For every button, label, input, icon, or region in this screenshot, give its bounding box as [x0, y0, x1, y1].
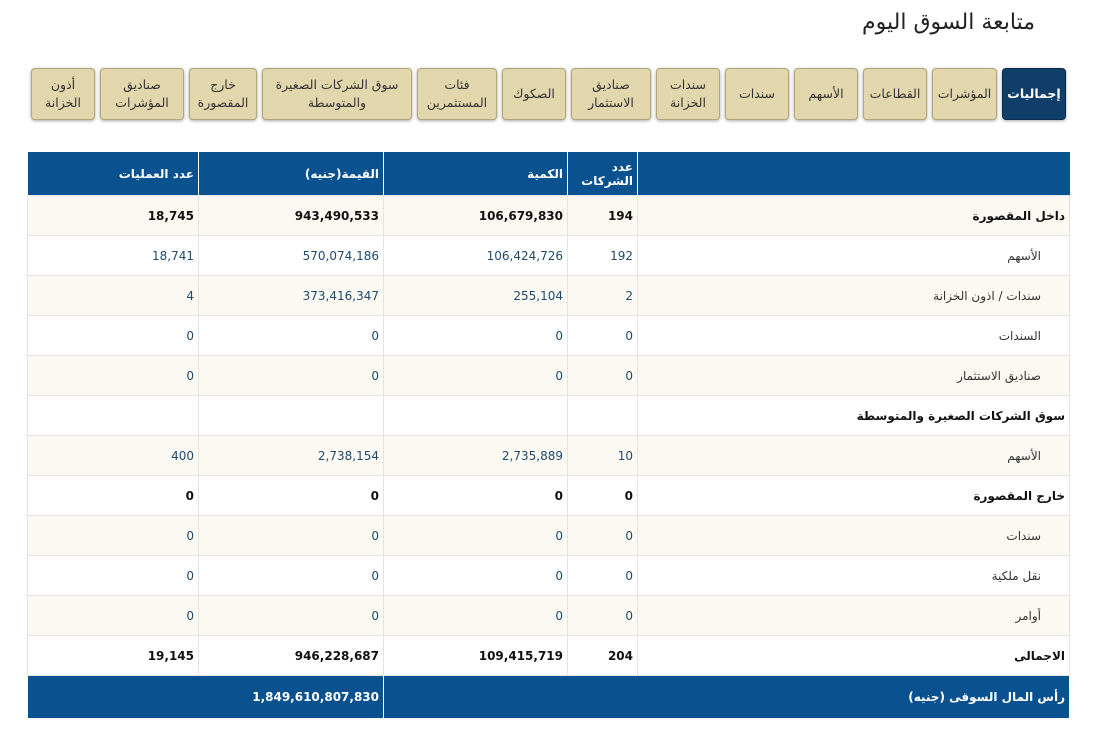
cell: 0	[198, 515, 384, 556]
cell: 0	[383, 595, 568, 636]
cell: 18,741	[27, 235, 199, 276]
cell: 0	[383, 515, 568, 556]
table-row: الاجمالى 204 109,415,719 946,228,687 19,145	[27, 635, 1070, 676]
table-body: داخل المقصورة 194 106,679,830 943,490,533 18…	[27, 195, 1070, 719]
cell: 18,745	[27, 195, 199, 236]
cell: 106,679,830	[383, 195, 568, 236]
cell: 943,490,533	[198, 195, 384, 236]
cell: 109,415,719	[383, 635, 568, 676]
cell: 2	[567, 275, 638, 316]
cell: 0	[198, 355, 384, 396]
footer-value: 1,849,610,807,830	[27, 675, 384, 719]
page-title: متابعة السوق اليوم	[862, 10, 1035, 35]
cell: 192	[567, 235, 638, 276]
cell: 2,738,154	[198, 435, 384, 476]
tab[interactable]: القطاعات	[863, 68, 927, 120]
tab[interactable]: الصكوك	[502, 68, 566, 120]
cell: 0	[198, 315, 384, 356]
cell: 0	[383, 555, 568, 596]
column-header: الكمية	[383, 152, 568, 196]
cell: 570,074,186	[198, 235, 384, 276]
row-label: صناديق الاستثمار	[637, 355, 1070, 396]
tab-bar: إجماليات المؤشرات القطاعات الأسهم سندات سندات…	[31, 68, 1066, 120]
cell: 255,104	[383, 275, 568, 316]
cell	[383, 395, 568, 436]
table-row: سندات 0 0 0 0	[27, 515, 1070, 556]
cell: 0	[383, 475, 568, 516]
table-row: السندات 0 0 0 0	[27, 315, 1070, 356]
cell: 0	[567, 555, 638, 596]
tab[interactable]: الأسهم	[794, 68, 858, 120]
cell: 0	[27, 315, 199, 356]
cell: 0	[27, 355, 199, 396]
cell: 0	[27, 475, 199, 516]
tab[interactable]: أذون الخزانة	[31, 68, 95, 120]
cell: 0	[567, 475, 638, 516]
cell	[27, 395, 199, 436]
column-header: عدد الشركات	[567, 152, 638, 196]
cell: 0	[567, 595, 638, 636]
header-cell	[637, 152, 1070, 196]
row-label: داخل المقصورة	[637, 195, 1070, 236]
table-row: الأسهم 10 2,735,889 2,738,154 400	[27, 435, 1070, 476]
row-label: سوق الشركات الصغيرة والمتوسطة	[637, 395, 1070, 436]
row-label: سندات	[637, 515, 1070, 556]
cell: 0	[383, 355, 568, 396]
table-row: خارج المقصورة 0 0 0 0	[27, 475, 1070, 516]
cell: 2,735,889	[383, 435, 568, 476]
table-row: أوامر 0 0 0 0	[27, 595, 1070, 636]
row-label: خارج المقصورة	[637, 475, 1070, 516]
cell: 194	[567, 195, 638, 236]
cell: 0	[198, 595, 384, 636]
cell: 0	[27, 595, 199, 636]
table-row: سندات / اذون الخزانة 2 255,104 373,416,347 4	[27, 275, 1070, 316]
footer-label: رأس المال السوقى (جنيه)	[383, 675, 1070, 719]
cell	[198, 395, 384, 436]
cell: 0	[198, 475, 384, 516]
table-row: داخل المقصورة 194 106,679,830 943,490,533 18…	[27, 195, 1070, 236]
cell: 4	[27, 275, 199, 316]
cell: 0	[198, 555, 384, 596]
cell: 19,145	[27, 635, 199, 676]
table-row: الأسهم 192 106,424,726 570,074,186 18,741	[27, 235, 1070, 276]
cell: 0	[567, 355, 638, 396]
cell: 400	[27, 435, 199, 476]
tab[interactable]: خارج المقصورة	[189, 68, 257, 120]
cell: 0	[27, 555, 199, 596]
tab[interactable]: إجماليات	[1002, 68, 1066, 120]
tab[interactable]: صناديق المؤشرات	[100, 68, 184, 120]
cell: 10	[567, 435, 638, 476]
row-label: أوامر	[637, 595, 1070, 636]
tab[interactable]: سوق الشركات الصغيرة والمتوسطة	[262, 68, 412, 120]
market-table: عدد الشركات الكمية القيمة(جنيه) عدد العمليا…	[27, 152, 1070, 719]
table-row: نقل ملكية 0 0 0 0	[27, 555, 1070, 596]
table-row: صناديق الاستثمار 0 0 0 0	[27, 355, 1070, 396]
cell: 0	[567, 315, 638, 356]
tab[interactable]: صناديق الاستثمار	[571, 68, 651, 120]
tab[interactable]: سندات	[725, 68, 789, 120]
cell: 106,424,726	[383, 235, 568, 276]
cell: 0	[383, 315, 568, 356]
cell: 204	[567, 635, 638, 676]
row-label: الأسهم	[637, 235, 1070, 276]
cell: 0	[567, 515, 638, 556]
column-header: عدد العمليات	[27, 152, 199, 196]
cell: 946,228,687	[198, 635, 384, 676]
footer-row: رأس المال السوقى (جنيه) 1,849,610,807,830	[27, 675, 1070, 719]
header-row: عدد الشركات الكمية القيمة(جنيه) عدد العمليا…	[27, 152, 1070, 196]
row-label: الأسهم	[637, 435, 1070, 476]
row-label: سندات / اذون الخزانة	[637, 275, 1070, 316]
row-label: السندات	[637, 315, 1070, 356]
cell: 373,416,347	[198, 275, 384, 316]
tab[interactable]: سندات الخزانة	[656, 68, 720, 120]
tab[interactable]: المؤشرات	[932, 68, 997, 120]
cell: 0	[27, 515, 199, 556]
tab[interactable]: فئات المستثمرين	[417, 68, 497, 120]
cell	[567, 395, 638, 436]
table-row: سوق الشركات الصغيرة والمتوسطة	[27, 395, 1070, 436]
row-label: الاجمالى	[637, 635, 1070, 676]
row-label: نقل ملكية	[637, 555, 1070, 596]
column-header: القيمة(جنيه)	[198, 152, 384, 196]
